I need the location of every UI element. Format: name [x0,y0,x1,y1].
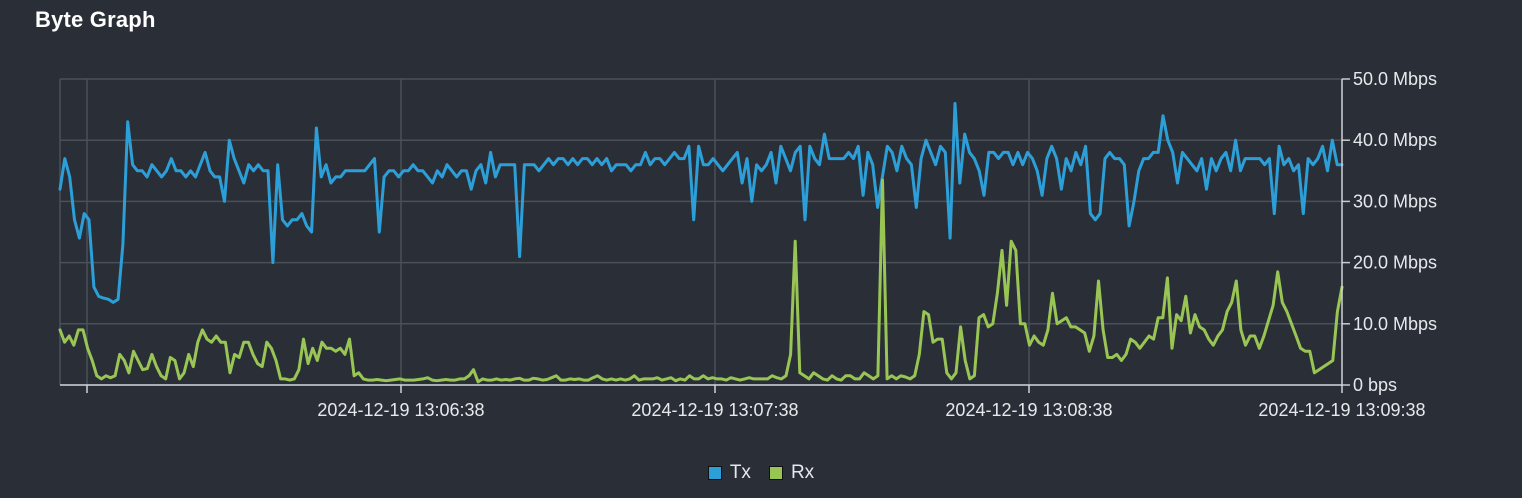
legend-item-tx[interactable]: Tx [707,462,751,484]
y-tick-label: 30.0 Mbps [1353,191,1437,211]
tx-color-swatch [707,466,722,480]
chart-axes: 0 bps 10.0 Mbps 20.0 Mbps 30.0 Mbps 40.0 Mbp… [60,69,1437,420]
legend-label-tx: Tx [729,462,751,483]
y-tick-label: 10.0 Mbps [1353,314,1437,334]
x-tick-label: 2024-12-19 13:08:38 [945,400,1112,420]
legend-item-rx[interactable]: Rx [768,462,815,484]
rx-color-swatch [768,466,783,480]
y-tick-label: 50.0 Mbps [1353,69,1437,89]
series-line-rx [58,178,1344,384]
y-tick-label: 20.0 Mbps [1353,253,1437,273]
chart-series [58,102,1344,384]
chart-legend: Tx Rx [0,462,1522,484]
x-tick-label: 2024-12-19 13:07:38 [631,400,798,420]
x-tick-label: 2024-12-19 13:06:38 [317,400,484,420]
chart-grid [59,78,1342,386]
series-line-tx [58,102,1344,304]
y-tick-label: 0 bps [1353,375,1397,395]
x-tick-label: 2024-12-19 13:09:38 [1258,400,1425,420]
chart-title: Byte Graph [35,7,156,32]
legend-label-rx: Rx [790,462,815,483]
y-tick-label: 40.0 Mbps [1353,130,1437,150]
